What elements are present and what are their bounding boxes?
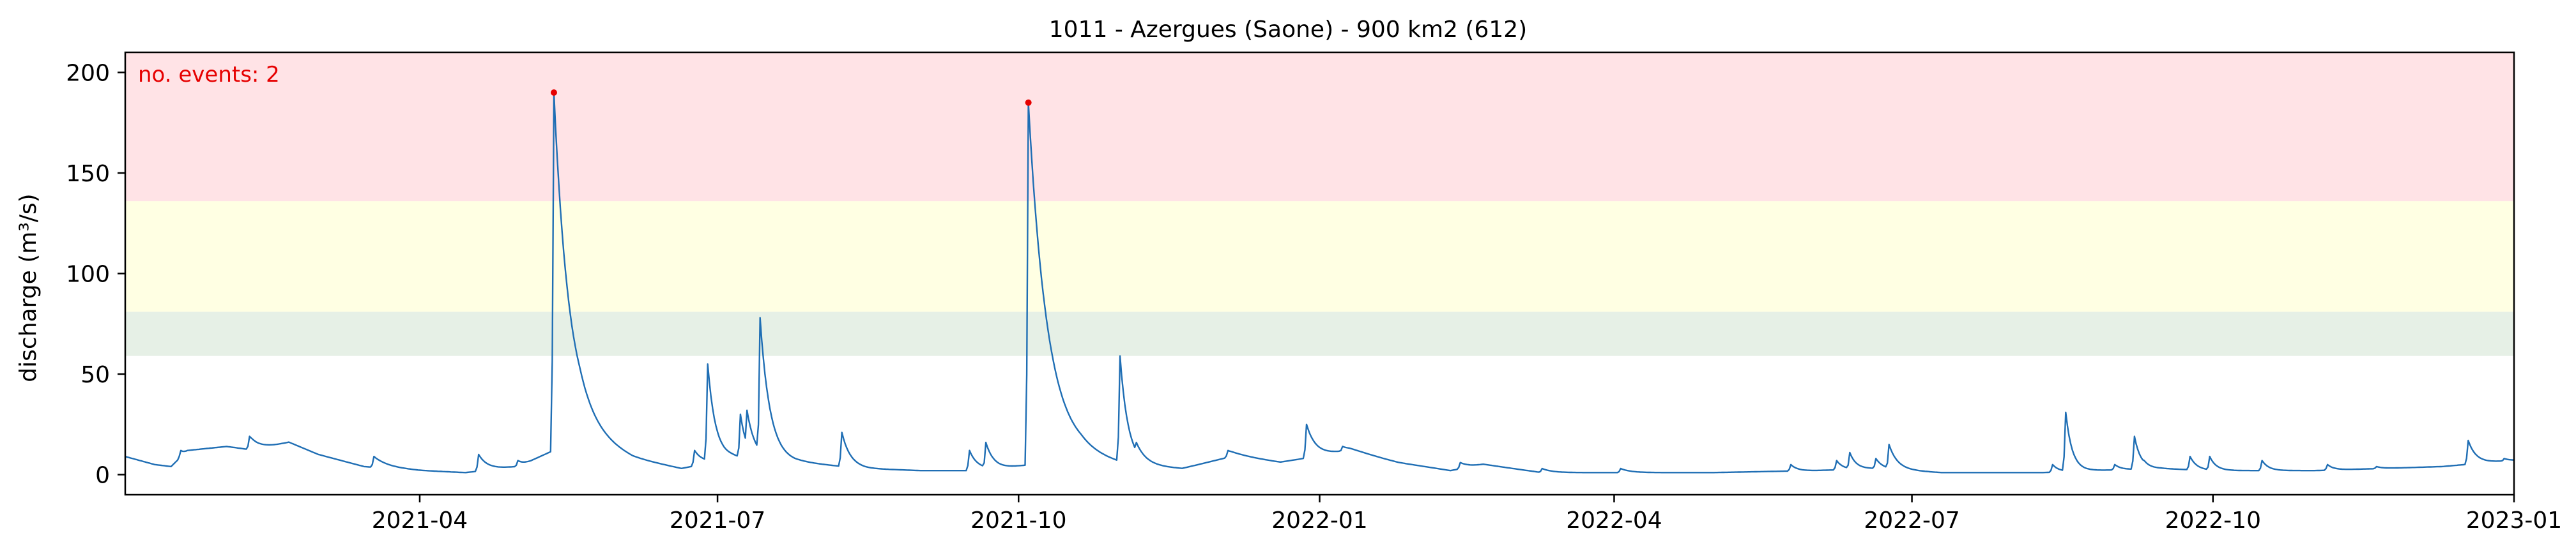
event-marker-0 <box>550 89 557 96</box>
event-marker-1 <box>1025 99 1032 106</box>
threshold-band-2 <box>125 52 2514 202</box>
chart-title: 1011 - Azergues (Saone) - 900 km2 (612) <box>1049 17 1527 43</box>
threshold-bands <box>125 52 2514 356</box>
discharge-line <box>125 91 2515 474</box>
y-tick-label-4: 200 <box>66 61 110 87</box>
threshold-band-0 <box>125 312 2514 356</box>
y-axis: 0 50 100 150 200 <box>66 61 125 489</box>
x-axis: 2021-04 2021-07 2021-10 2022-01 2022-04 2022-… <box>372 495 2562 534</box>
x-tick-label-7: 2023-01 <box>2466 507 2562 534</box>
y-tick-label-0: 0 <box>95 463 110 489</box>
y-tick-label-2: 100 <box>66 262 110 288</box>
x-tick-label-2: 2021-10 <box>970 507 1066 534</box>
y-tick-label-1: 50 <box>80 362 110 388</box>
x-tick-label-5: 2022-07 <box>1864 507 1959 534</box>
y-tick-label-3: 150 <box>66 161 110 187</box>
series-layer <box>125 91 2515 474</box>
events-count-annotation: no. events: 2 <box>138 62 280 87</box>
threshold-band-1 <box>125 201 2514 312</box>
y-axis-title: discharge (m³/s) <box>15 193 42 382</box>
x-tick-label-3: 2022-01 <box>1271 507 1367 534</box>
x-tick-label-4: 2022-04 <box>1566 507 1662 534</box>
x-tick-label-6: 2022-10 <box>2165 507 2261 534</box>
x-tick-label-0: 2021-04 <box>372 507 468 534</box>
event-markers <box>550 89 1032 106</box>
x-tick-label-1: 2021-07 <box>670 507 765 534</box>
